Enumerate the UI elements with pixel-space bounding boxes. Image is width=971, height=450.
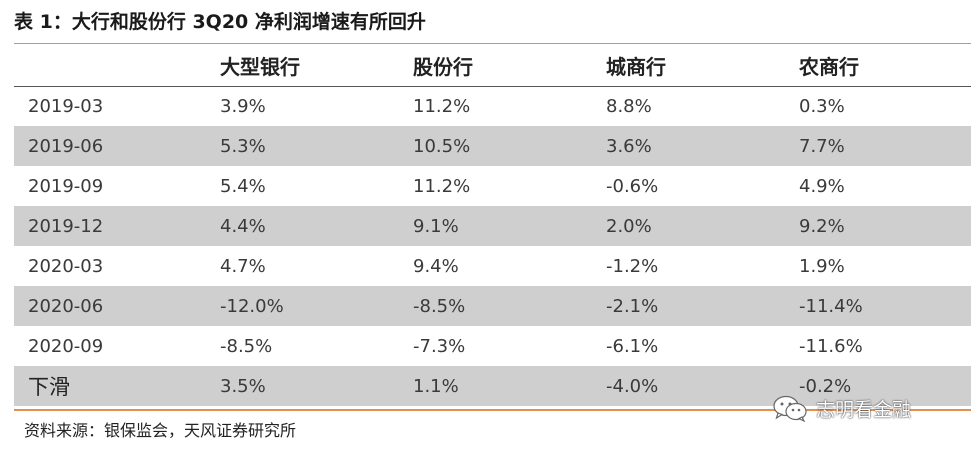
row-label: 下滑 — [14, 366, 220, 406]
bottom-rule — [14, 409, 971, 411]
top-rule — [14, 43, 971, 44]
cell-value: 5.4% — [220, 175, 266, 197]
table-row: 2019-06 5.3% 10.5% 3.6% 7.7% — [14, 126, 971, 166]
cell-value: -2.1% — [606, 286, 799, 326]
cell-value: 7.7% — [799, 126, 971, 166]
cell-value: 0.3% — [799, 95, 845, 117]
cell-value: 3.9% — [220, 95, 266, 117]
cell-value: 11.2% — [413, 175, 471, 197]
cell-value: -12.0% — [220, 286, 413, 326]
cell-value: 1.1% — [413, 366, 606, 406]
table-header-row: 大型银行 股份行 城商行 农商行 — [14, 44, 971, 86]
cell-value: 4.7% — [220, 255, 266, 277]
cell-value: -8.5% — [413, 286, 606, 326]
cell-value: -11.4% — [799, 286, 971, 326]
header-cell-large-banks: 大型银行 — [220, 54, 300, 79]
cell-value: 2.0% — [606, 206, 799, 246]
cell-value: -4.0% — [606, 366, 799, 406]
cell-value: 11.2% — [413, 95, 471, 117]
table-row-decline: 下滑 3.5% 1.1% -4.0% -0.2% — [14, 366, 971, 406]
table-row: 2020-09 -8.5% -7.3% -6.1% -11.6% — [14, 326, 971, 366]
table-row: 2020-03 4.7% 9.4% -1.2% 1.9% — [14, 246, 971, 286]
cell-value: 9.4% — [413, 255, 459, 277]
cell-value: -0.6% — [606, 175, 659, 197]
cell-value: -8.5% — [220, 335, 273, 357]
cell-value: -1.2% — [606, 255, 659, 277]
cell-value: -7.3% — [413, 335, 466, 357]
source-note: 资料来源：银保监会，天风证券研究所 — [24, 421, 297, 440]
row-label: 2020-09 — [28, 335, 104, 357]
row-label: 2019-03 — [28, 95, 104, 117]
cell-value: 3.5% — [220, 366, 413, 406]
header-cell-period — [14, 44, 220, 86]
cell-value: 4.4% — [220, 206, 413, 246]
cell-value: 10.5% — [413, 126, 606, 166]
row-label: 2019-06 — [14, 126, 220, 166]
cell-value: 9.1% — [413, 206, 606, 246]
header-cell-city-banks: 城商行 — [606, 54, 666, 79]
cell-value: 4.9% — [799, 175, 845, 197]
row-label: 2019-09 — [28, 175, 104, 197]
cell-value: 8.8% — [606, 95, 652, 117]
cell-value: 5.3% — [220, 126, 413, 166]
table-row: 2019-09 5.4% 11.2% -0.6% 4.9% — [14, 166, 971, 206]
table-row: 2019-12 4.4% 9.1% 2.0% 9.2% — [14, 206, 971, 246]
cell-value: 1.9% — [799, 255, 845, 277]
row-label: 2020-06 — [14, 286, 220, 326]
cell-value: -11.6% — [799, 335, 863, 357]
table-title: 表 1：大行和股份行 3Q20 净利润增速有所回升 — [14, 11, 426, 33]
cell-value: -0.2% — [799, 366, 971, 406]
cell-value: -6.1% — [606, 335, 659, 357]
watermark: 志明看金融 — [772, 388, 911, 428]
watermark-text: 志明看金融 — [816, 398, 912, 421]
table-row: 2020-06 -12.0% -8.5% -2.1% -11.4% — [14, 286, 971, 326]
row-label: 2020-03 — [28, 255, 104, 277]
row-label: 2019-12 — [14, 206, 220, 246]
table-row: 2019-03 3.9% 11.2% 8.8% 0.3% — [14, 86, 971, 126]
wechat-icon — [773, 395, 807, 422]
cell-value: 9.2% — [799, 206, 971, 246]
header-cell-rural-banks: 农商行 — [799, 54, 859, 79]
data-table: 大型银行 股份行 城商行 农商行 2019-03 3.9% 11.2% 8.8%… — [14, 44, 971, 406]
header-rule — [14, 86, 971, 87]
header-cell-joint-stock-banks: 股份行 — [413, 54, 473, 79]
cell-value: 3.6% — [606, 126, 799, 166]
